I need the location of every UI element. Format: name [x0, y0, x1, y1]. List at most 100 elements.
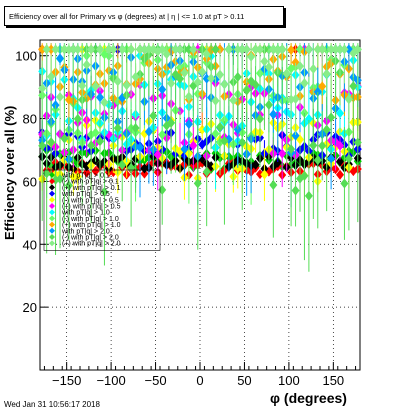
data-point — [353, 44, 362, 55]
data-point — [51, 44, 60, 55]
data-point — [300, 170, 309, 181]
data-point — [82, 59, 91, 70]
data-point — [251, 159, 260, 170]
data-point — [336, 44, 344, 55]
data-point — [242, 44, 251, 55]
data-point — [318, 140, 327, 151]
data-point — [202, 49, 211, 60]
data-point — [336, 140, 344, 151]
data-point — [291, 185, 300, 196]
data-point — [220, 79, 229, 90]
legend-marker — [49, 178, 55, 185]
data-point — [171, 44, 180, 55]
data-point — [118, 44, 127, 55]
data-point — [38, 83, 47, 94]
data-point — [184, 119, 193, 130]
data-point — [64, 44, 73, 55]
data-point — [216, 69, 224, 80]
data-point — [256, 44, 264, 55]
data-point — [198, 124, 207, 135]
x-tick-label: 50 — [237, 373, 251, 388]
data-point — [189, 44, 198, 55]
y-axis-label: Efficiency over all (%) — [2, 105, 17, 240]
data-point — [167, 117, 176, 128]
data-point — [353, 137, 362, 148]
data-point — [87, 140, 96, 151]
x-tick-label: 150 — [322, 373, 344, 388]
data-point — [193, 178, 202, 189]
data-point — [313, 155, 322, 166]
data-point — [318, 44, 327, 55]
data-point — [47, 137, 56, 148]
legend-marker — [49, 221, 55, 228]
data-point — [73, 171, 82, 182]
data-point — [322, 68, 331, 79]
data-point — [144, 126, 153, 137]
data-point — [176, 73, 184, 84]
data-point — [176, 44, 184, 55]
data-point — [184, 44, 193, 55]
data-point — [140, 168, 149, 179]
data-point — [100, 97, 109, 108]
data-point — [318, 81, 327, 92]
data-point — [344, 94, 353, 105]
x-axis-label: φ (degrees) — [270, 390, 347, 406]
data-point — [309, 140, 318, 151]
data-point — [331, 44, 340, 55]
legend-label: (-) with pT|q| > 0.1 — [62, 179, 119, 186]
data-point — [69, 171, 78, 182]
x-tick-label: −150 — [52, 373, 81, 388]
legend-label: with pT|q| > 0.1 — [61, 173, 110, 180]
data-point — [336, 169, 344, 180]
data-point — [113, 123, 122, 134]
x-tick-label: −50 — [145, 373, 167, 388]
data-point — [100, 187, 109, 198]
data-point — [136, 142, 144, 153]
data-point — [322, 124, 331, 135]
data-point — [251, 44, 260, 55]
legend-label: (+) with pT|q| > 0.1 — [62, 185, 121, 192]
data-point — [78, 80, 87, 91]
data-point — [296, 61, 304, 72]
data-point — [264, 62, 273, 73]
data-point — [309, 63, 318, 74]
data-point — [73, 113, 82, 124]
data-point — [224, 44, 233, 55]
data-point — [91, 44, 100, 55]
legend-label: (+) with pT|q| > 1.0 — [62, 222, 121, 229]
data-point — [127, 162, 136, 173]
data-point — [238, 44, 247, 55]
data-point — [118, 159, 127, 170]
data-point — [336, 156, 344, 167]
data-point — [38, 44, 47, 55]
legend-label: with pT|q| > 0.5 — [61, 191, 110, 198]
legend-label: (-) with pT|q| > 1.0 — [62, 216, 119, 223]
data-point — [233, 71, 242, 82]
data-point — [87, 44, 96, 55]
x-tick-label: 100 — [278, 373, 300, 388]
data-point — [131, 123, 140, 134]
legend-box — [43, 169, 161, 251]
data-point — [273, 157, 282, 168]
data-point — [109, 44, 118, 55]
data-point — [91, 166, 100, 177]
legend-marker — [49, 215, 55, 222]
data-point — [60, 44, 69, 55]
data-point — [136, 44, 144, 55]
data-point — [127, 44, 136, 55]
data-point — [287, 44, 296, 55]
data-point — [336, 108, 344, 119]
data-point — [287, 144, 296, 155]
data-point — [287, 94, 296, 105]
data-point — [96, 136, 104, 147]
data-point — [167, 78, 176, 89]
data-point — [264, 99, 273, 110]
data-point — [180, 144, 189, 155]
data-point — [38, 140, 47, 151]
data-point — [238, 137, 247, 148]
data-point — [158, 44, 167, 55]
data-point — [42, 168, 51, 179]
data-point — [113, 76, 122, 87]
data-point — [202, 73, 211, 84]
data-point — [291, 130, 300, 141]
